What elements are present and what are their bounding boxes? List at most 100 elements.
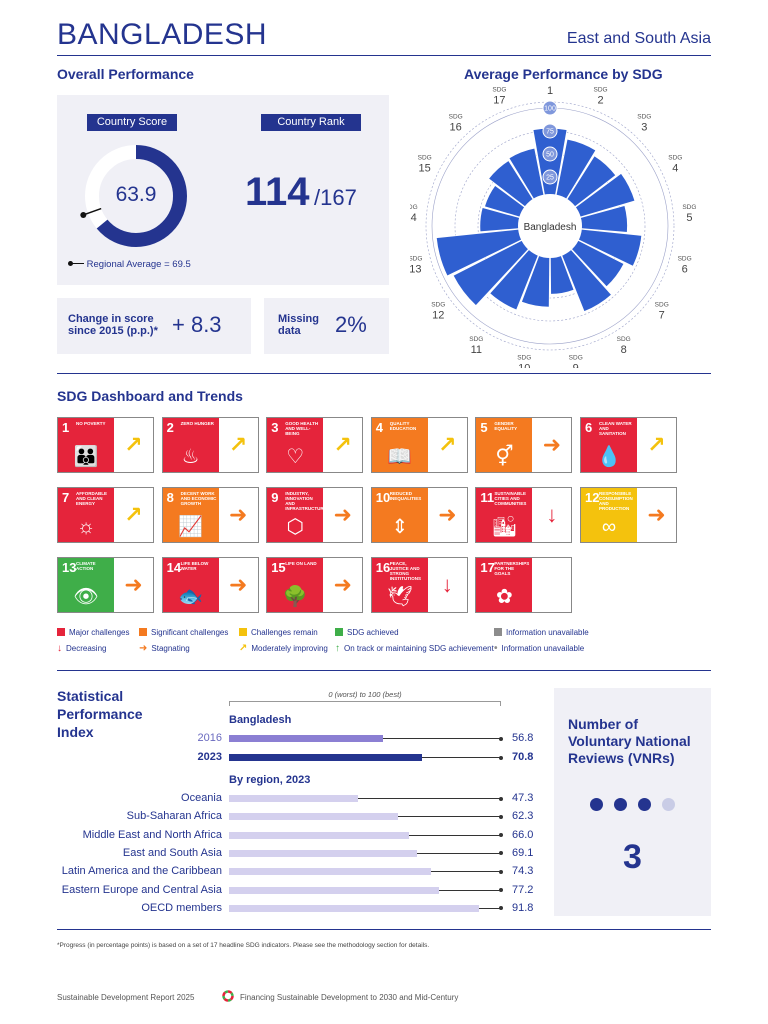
legend-label: On track or maintaining SDG achievement bbox=[344, 644, 494, 653]
sdg-tile-glyph: ♨ bbox=[181, 446, 200, 468]
radar-sdg-prefix: SDG bbox=[655, 301, 669, 308]
radar-sdg-number: 15 bbox=[419, 163, 431, 175]
sdg-tile-label: Quality education bbox=[389, 421, 417, 431]
spi-row-label: 2023 bbox=[197, 751, 222, 763]
radar-sdg-prefix: SDG bbox=[410, 255, 422, 262]
spi-title-line-1: Statistical bbox=[57, 688, 124, 704]
change-value: + 8.3 bbox=[172, 312, 222, 337]
sdg-tile-glyph: 💧 bbox=[596, 446, 622, 468]
sdg-12-icon: 12 Responsible consumption and production… bbox=[581, 488, 637, 542]
legend-label: Moderately improving bbox=[251, 644, 328, 653]
country-rank-tag: Country Rank bbox=[261, 114, 361, 131]
sdg-tile-3: 3 Good health and well-being ♡ ↗ bbox=[266, 417, 364, 473]
sdg-tile-label: Industry, innovation and infrastructure bbox=[285, 491, 327, 511]
sdg-tile-number: 2 bbox=[166, 420, 174, 435]
sdg-tile-trend-arrow: ➜ bbox=[124, 572, 143, 597]
legend-swatch bbox=[494, 628, 502, 636]
sdg-tile-17: 17 Partnerships for the goals ✿ bbox=[475, 557, 573, 613]
sdg-11-icon: 11 Sustainable cities and communities 🏙 bbox=[476, 488, 533, 542]
spi-row-end-dot bbox=[499, 906, 503, 911]
sdg-tile-number: 4 bbox=[375, 420, 384, 435]
spi-row-end-dot bbox=[499, 814, 503, 819]
sdg-15-icon: 15 Life on land 🌳 bbox=[267, 558, 324, 612]
spi-row-end-dot bbox=[499, 833, 503, 838]
sdg-wheel-icon bbox=[222, 990, 234, 1002]
radar-sdg-prefix: SDG bbox=[517, 355, 531, 362]
sdg-tile-6: 6 Clean water and sanitation 💧 ↗ bbox=[580, 417, 677, 473]
spi-row-bar bbox=[229, 904, 479, 912]
country-score-tag: Country Score bbox=[87, 114, 177, 131]
sdg-tile-label: Life below water bbox=[180, 561, 209, 571]
legend-trend-arrow-icon: ➜ bbox=[139, 643, 148, 654]
radar-sdg-number: 9 bbox=[573, 363, 579, 368]
sdg-tile-number: 13 bbox=[62, 560, 77, 575]
legend-color-item: Challenges remain bbox=[239, 628, 318, 637]
spi-row-bar bbox=[229, 868, 432, 876]
dashboard-title: SDG Dashboard and Trends bbox=[57, 388, 243, 404]
sdg-tile-trend-arrow: ↗ bbox=[647, 432, 666, 457]
legend-swatch bbox=[239, 628, 247, 636]
legend-color-item: Major challenges bbox=[57, 628, 129, 637]
spi-row-value: 91.8 bbox=[512, 901, 534, 914]
radar-sdg-number: 17 bbox=[493, 94, 505, 106]
radar-sdg-number: 3 bbox=[641, 122, 647, 134]
radar-center bbox=[518, 194, 582, 258]
sdg-tile-9: 9 Industry, innovation and infrastructure… bbox=[266, 487, 364, 543]
sdg-tile-trend-arrow: ↗ bbox=[438, 432, 457, 457]
score-gauge bbox=[80, 145, 187, 247]
spi-row-value: 66.0 bbox=[512, 828, 534, 841]
spi-row-bar bbox=[229, 754, 422, 761]
spi-row-value: 56.8 bbox=[512, 732, 534, 744]
sdg-tile-14: 14 Life below water 🐟 ➜ bbox=[161, 557, 259, 613]
spi-row-value: 70.8 bbox=[512, 751, 534, 763]
radar-sdg-number: 1 bbox=[547, 86, 553, 97]
radar-sdg-number: 8 bbox=[621, 344, 627, 356]
sdg-tile-1: 1 No poverty 👪 ↗ bbox=[57, 417, 154, 473]
radar-sdg-prefix: SDG bbox=[617, 336, 631, 343]
country-title: BANGLADESH bbox=[57, 18, 268, 51]
radar-sdg-prefix: SDG bbox=[469, 336, 483, 343]
sdg-tile-glyph: ⚥ bbox=[495, 446, 514, 468]
spi-title: Statistical Performance Index bbox=[57, 687, 143, 741]
spi-row-end-dot bbox=[499, 869, 503, 874]
sdg-13-icon: 13 Climate action 👁 bbox=[58, 558, 114, 612]
spi-row-label: Eastern Europe and Central Asia bbox=[61, 883, 222, 896]
sdg-tile-label: Responsible consumption and production bbox=[599, 491, 633, 511]
radar-sdg-prefix: SDG bbox=[410, 204, 418, 211]
spi-row-label: East and South Asia bbox=[122, 846, 222, 859]
sdg-tile-label: Peace, justice and strong institutions bbox=[389, 561, 422, 581]
radar-sdg-prefix: SDG bbox=[668, 155, 682, 162]
sdg-tile-number: 9 bbox=[271, 490, 279, 505]
sdg-tile-trend-arrow: ➜ bbox=[333, 502, 352, 527]
spi-row-bar bbox=[229, 831, 409, 839]
spi-title-line-3: Index bbox=[57, 724, 94, 740]
sdg-tile-trend-arrow: ↗ bbox=[228, 432, 248, 457]
spi-row-value: 47.3 bbox=[512, 792, 534, 804]
radar-sdg-number: 11 bbox=[471, 344, 482, 356]
radar-sdg-prefix: SDG bbox=[418, 155, 432, 162]
radar-sdg-number: 13 bbox=[410, 263, 421, 275]
radar-sdg-prefix: SDG bbox=[637, 114, 651, 121]
legend-swatch bbox=[139, 628, 147, 636]
radar-sdg-number: 2 bbox=[598, 94, 604, 106]
sdg-tile-glyph: ⬡ bbox=[286, 516, 304, 538]
radar-sdg-prefix: SDG bbox=[594, 86, 608, 93]
spi-row-value: 62.3 bbox=[512, 810, 534, 823]
sdg-tile-trend-arrow: ➜ bbox=[438, 502, 457, 527]
sdg-14-icon: 14 Life below water 🐟 bbox=[162, 558, 219, 612]
legend-trend-arrow-icon: ↓ bbox=[57, 643, 62, 654]
spi-row-label: Latin America and the Caribbean bbox=[61, 865, 222, 878]
sdg-tile-glyph: ☼ bbox=[76, 516, 96, 538]
spi-row-end-dot bbox=[499, 851, 503, 856]
sdg-tile-trend-arrow: ↗ bbox=[333, 432, 352, 457]
sdg-tile-trend-arrow: ↓ bbox=[546, 502, 558, 527]
sdg-radar-chart: SDG1SDG2SDG3SDG4SDG5SDG6SDG7SDG8SDG9SDG1… bbox=[410, 86, 696, 368]
sdg-tile-label: Clean water and sanitation bbox=[599, 421, 632, 436]
sdg-6-icon: 6 Clean water and sanitation 💧 bbox=[581, 418, 637, 472]
sdg-tile-number: 11 bbox=[480, 490, 495, 505]
vnr-dots bbox=[590, 798, 680, 812]
radar-scale-badge bbox=[542, 100, 558, 116]
legend-trend-item: • Information unavailable bbox=[494, 643, 584, 654]
spi-row-value: 74.3 bbox=[512, 865, 534, 878]
section-rule-3 bbox=[57, 929, 711, 930]
